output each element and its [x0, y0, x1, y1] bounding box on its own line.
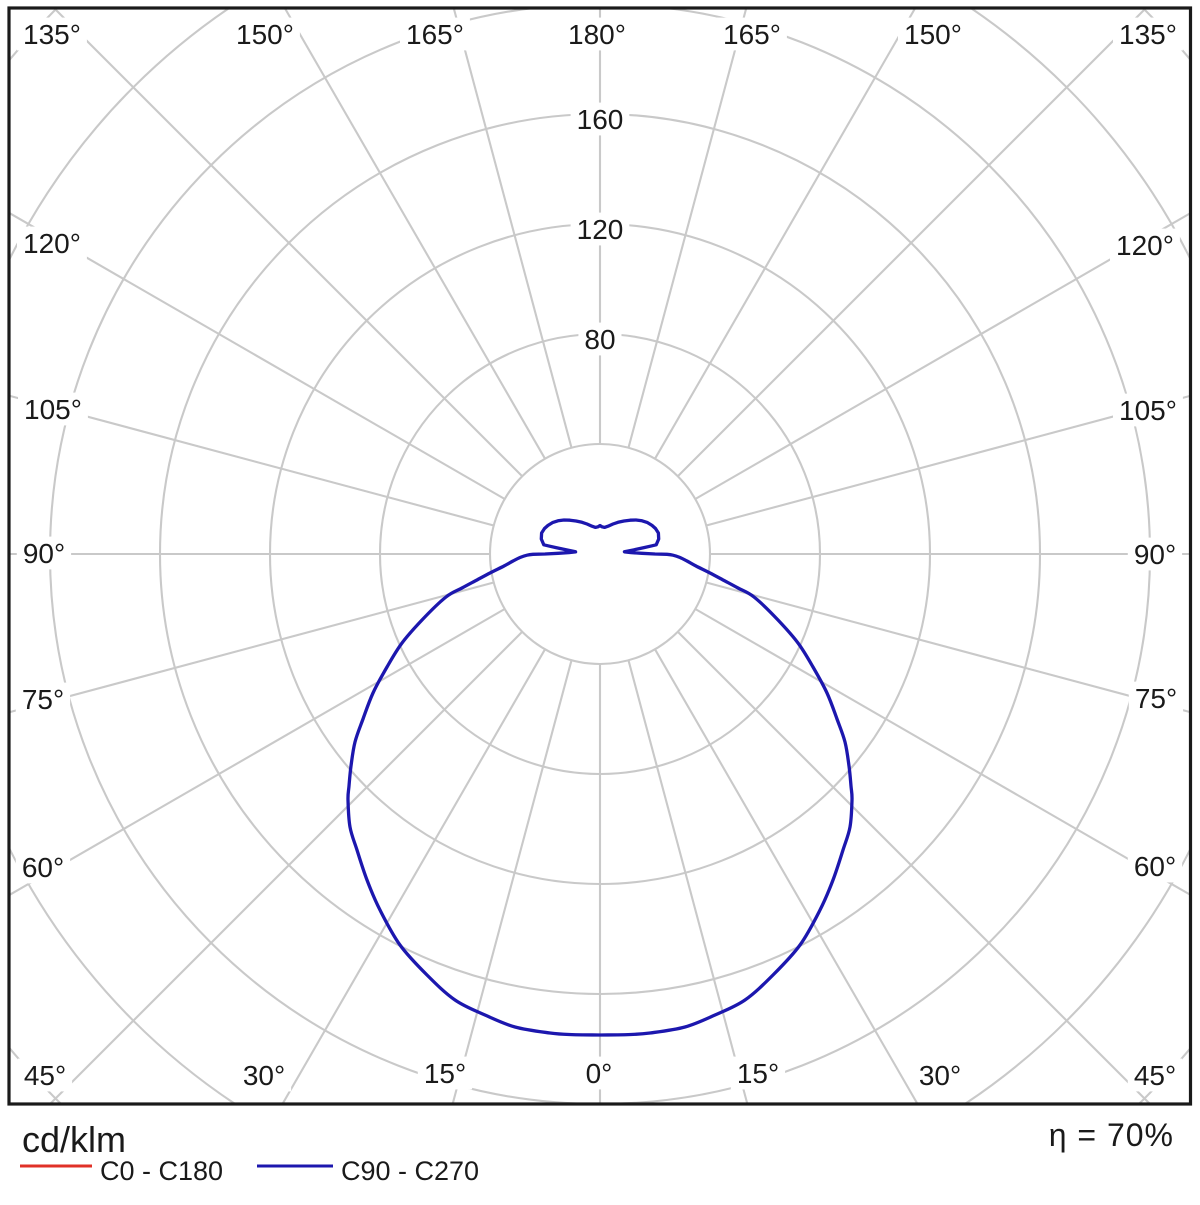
svg-text:30°: 30° [919, 1060, 961, 1091]
svg-text:90°: 90° [1134, 539, 1176, 570]
svg-text:η = 70%: η = 70% [1049, 1117, 1174, 1153]
svg-text:C0 - C180: C0 - C180 [100, 1156, 223, 1186]
svg-text:80: 80 [584, 324, 615, 355]
svg-text:75°: 75° [1135, 683, 1177, 714]
svg-text:180°: 180° [568, 19, 626, 50]
svg-text:0°: 0° [586, 1058, 613, 1089]
svg-text:165°: 165° [406, 19, 464, 50]
svg-text:75°: 75° [22, 684, 64, 715]
svg-text:120: 120 [577, 214, 624, 245]
svg-text:45°: 45° [1134, 1060, 1176, 1091]
svg-text:15°: 15° [737, 1058, 779, 1089]
svg-text:90°: 90° [23, 538, 65, 569]
svg-text:120°: 120° [1116, 230, 1174, 261]
svg-text:45°: 45° [24, 1060, 66, 1091]
svg-text:60°: 60° [22, 852, 64, 883]
svg-text:15°: 15° [424, 1058, 466, 1089]
svg-text:135°: 135° [23, 19, 81, 50]
svg-text:cd/klm: cd/klm [22, 1119, 126, 1160]
svg-text:60°: 60° [1134, 851, 1176, 882]
svg-text:165°: 165° [723, 19, 781, 50]
svg-text:105°: 105° [1119, 395, 1177, 426]
svg-text:150°: 150° [236, 19, 294, 50]
svg-text:150°: 150° [904, 19, 962, 50]
svg-text:135°: 135° [1119, 19, 1177, 50]
svg-text:30°: 30° [243, 1060, 285, 1091]
svg-text:160: 160 [577, 104, 624, 135]
svg-text:C90 - C270: C90 - C270 [341, 1156, 479, 1186]
svg-text:105°: 105° [24, 394, 82, 425]
svg-text:120°: 120° [23, 228, 81, 259]
